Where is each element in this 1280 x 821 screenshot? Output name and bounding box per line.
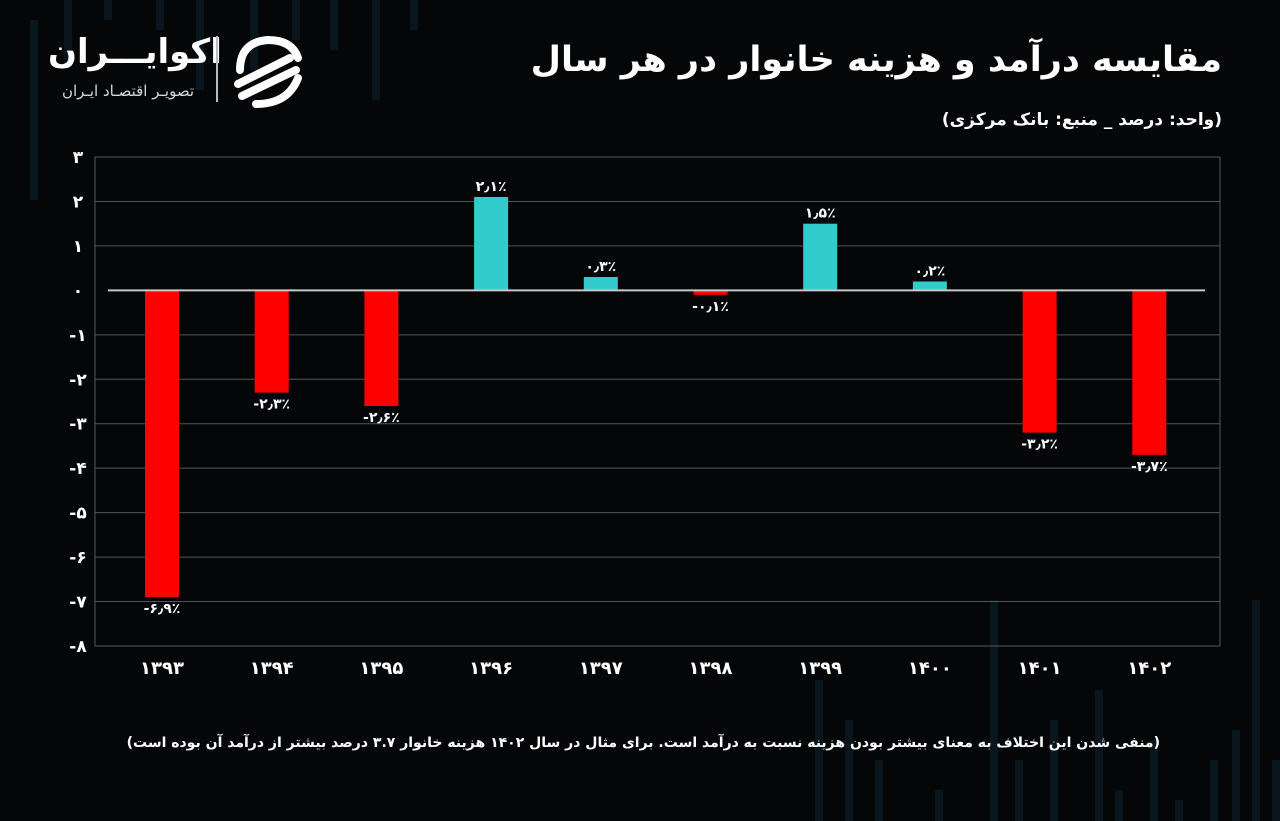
data-label: -۲٫۳٪	[253, 397, 290, 413]
chart-footnote: (منفی شدن این اختلاف به معنای بیشتر بودن…	[126, 735, 1160, 751]
background-stripe	[1252, 600, 1260, 821]
bar	[364, 290, 399, 406]
y-tick-label: -۲	[69, 370, 87, 390]
data-label: -۰٫۱٪	[692, 299, 729, 315]
background-stripe	[1210, 760, 1218, 821]
brand-name: اکوایـــران	[48, 32, 222, 72]
data-label: -۳٫۷٪	[1131, 459, 1168, 475]
x-tick-label: ۱۳۹۷	[579, 658, 623, 679]
chart-subtitle: (واحد: درصد _ منبع: بانک مرکزی)	[941, 110, 1222, 130]
background-stripe	[30, 20, 38, 200]
bar	[693, 290, 728, 295]
background-stripe	[250, 0, 258, 70]
data-label: ۱٫۵٪	[805, 206, 836, 222]
background-stripe	[330, 0, 338, 50]
bar	[254, 290, 289, 393]
x-tick-label: ۱۳۹۴	[250, 658, 294, 679]
background-stripe	[156, 0, 164, 30]
background-stripe	[990, 600, 998, 821]
chart-title: مقایسه درآمد و هزینه خانوار در هر سال	[530, 40, 1222, 80]
background-stripe	[1150, 740, 1158, 821]
x-tick-label: ۱۳۹۵	[359, 658, 403, 679]
y-tick-label: ۲	[73, 192, 84, 212]
background-stripe	[845, 720, 853, 821]
x-tick-label: ۱۴۰۱	[1018, 658, 1062, 679]
background-stripe	[875, 760, 883, 821]
bar	[474, 197, 509, 291]
y-tick-label: -۳	[69, 415, 87, 435]
background-stripe	[1272, 760, 1280, 821]
background-stripe	[1015, 760, 1023, 821]
y-tick-label: -۷	[69, 593, 87, 613]
x-tick-label: ۱۴۰۲	[1127, 658, 1171, 679]
background-stripe	[292, 0, 300, 40]
data-label: ۰٫۲٪	[914, 263, 945, 279]
y-tick-label: ۱	[73, 237, 83, 257]
data-label: -۳٫۲٪	[1021, 437, 1058, 453]
x-tick-label: ۱۳۹۶	[469, 658, 513, 679]
logo-divider	[216, 36, 218, 102]
background-stripe	[815, 680, 823, 821]
data-label: -۲٫۶٪	[363, 410, 400, 426]
y-tick-label: ۳	[73, 148, 84, 168]
x-tick-label: ۱۳۹۹	[798, 658, 842, 679]
brand-tagline: تصویـر اقتصـاد ایـران	[61, 82, 195, 100]
y-tick-label: -۸	[69, 637, 87, 657]
background-stripe	[1175, 800, 1183, 821]
y-tick-label: -۱	[69, 326, 86, 346]
x-tick-label: ۱۳۹۳	[140, 658, 184, 679]
background-stripe	[64, 0, 72, 60]
y-tick-label: -۶	[69, 548, 86, 568]
background-stripe	[104, 0, 112, 20]
background-stripe	[372, 0, 380, 100]
bar	[1132, 290, 1167, 455]
bar	[1022, 290, 1057, 433]
background-stripe	[196, 0, 204, 90]
ecoiran-swirl-logo-icon	[234, 35, 302, 108]
background-stripe	[1050, 720, 1058, 821]
y-tick-label: -۵	[69, 504, 86, 524]
y-tick-label: -۴	[69, 459, 86, 479]
background-stripe	[1115, 790, 1123, 821]
bar	[145, 290, 179, 598]
background-stripe	[1232, 730, 1240, 821]
data-label: ۰٫۳٪	[585, 259, 616, 275]
bar	[583, 277, 618, 291]
background-stripe	[1095, 690, 1103, 821]
background-stripe	[410, 0, 418, 30]
bar	[912, 281, 947, 291]
x-tick-label: ۱۴۰۰	[908, 658, 952, 679]
y-tick-label: ۰	[73, 281, 83, 301]
brand-logo[interactable]: اکوایـــران تصویـر اقتصـاد ایـران	[48, 30, 318, 108]
background-stripe	[935, 790, 943, 821]
data-label: ۲٫۱٪	[476, 179, 507, 195]
x-tick-label: ۱۳۹۸	[689, 658, 733, 679]
bar	[803, 223, 838, 291]
data-label: -۶٫۹٪	[144, 601, 181, 617]
